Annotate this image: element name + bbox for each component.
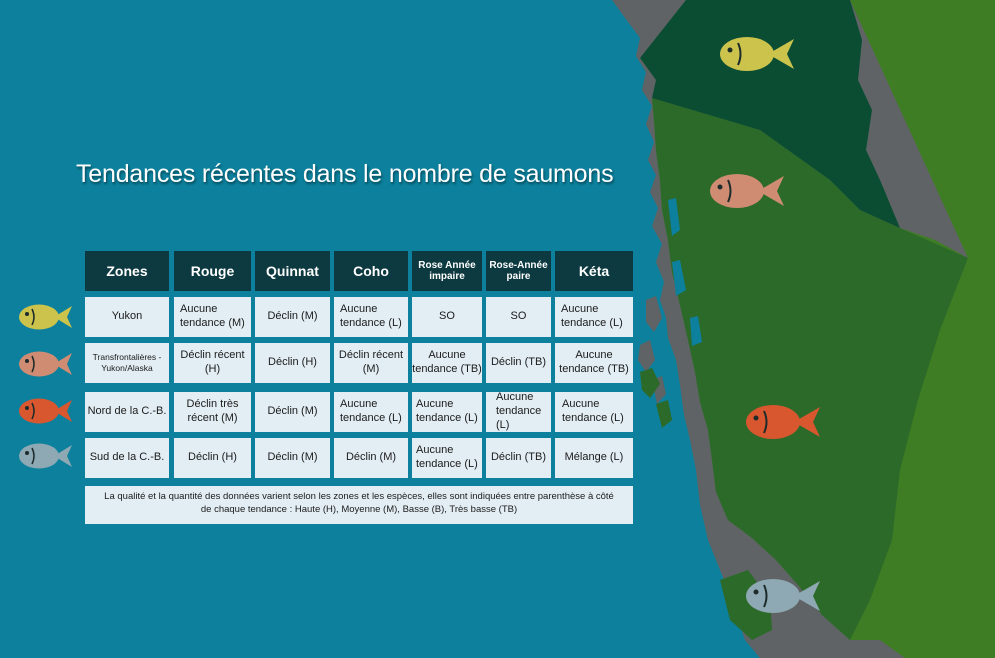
header-keta: Kéta bbox=[555, 251, 633, 291]
cell-quinnat: Déclin (M) bbox=[255, 438, 330, 478]
cell-coho: Aucune tendance (L) bbox=[334, 297, 408, 337]
cell-quinnat: Déclin (M) bbox=[255, 392, 330, 432]
cell-keta: Aucune tendance (TB) bbox=[555, 343, 633, 383]
island bbox=[656, 400, 672, 428]
coastal-island bbox=[646, 296, 662, 332]
data-quality-note: La qualité et la quantité des données va… bbox=[85, 486, 633, 524]
header-rose-impaire: Rose Année impaire bbox=[412, 251, 482, 291]
cell-rouge: Déclin très récent (M) bbox=[174, 392, 251, 432]
cell-rose-impaire: SO bbox=[412, 297, 482, 337]
cell-rose-impaire: Aucune tendance (L) bbox=[412, 438, 482, 478]
cell-rouge: Aucune tendance (M) bbox=[174, 297, 251, 337]
cell-quinnat: Déclin (H) bbox=[255, 343, 330, 383]
yukon-land bbox=[640, 0, 900, 228]
zone-sud-cb: Sud de la C.-B. bbox=[85, 438, 169, 478]
cell-rose-impaire: Aucune tendance (L) bbox=[412, 392, 482, 432]
yellow-fish-icon bbox=[19, 304, 72, 330]
pink-fish-icon bbox=[710, 174, 784, 208]
cell-coho: Déclin (M) bbox=[334, 438, 408, 478]
pink-fish-icon bbox=[19, 351, 72, 377]
coastal-island bbox=[638, 340, 655, 372]
header-coho: Coho bbox=[334, 251, 408, 291]
zone-yukon: Yukon bbox=[85, 297, 169, 337]
cell-coho: Aucune tendance (L) bbox=[334, 392, 408, 432]
cell-rose-paire: Déclin (TB) bbox=[486, 438, 551, 478]
header-rouge: Rouge bbox=[174, 251, 251, 291]
grey-fish-icon bbox=[746, 579, 820, 613]
cell-keta: Aucune tendance (L) bbox=[555, 392, 633, 432]
orange-fish-icon bbox=[746, 405, 820, 439]
zone-nord-cb: Nord de la C.-B. bbox=[85, 392, 169, 432]
cell-rose-impaire: Aucune tendance (TB) bbox=[412, 343, 482, 383]
inlet bbox=[690, 316, 702, 346]
inlet bbox=[668, 198, 680, 236]
cell-rose-paire: Déclin (TB) bbox=[486, 343, 551, 383]
orange-fish-icon bbox=[19, 398, 72, 424]
nbc-land bbox=[652, 98, 968, 640]
cell-rouge: Déclin récent (H) bbox=[174, 343, 251, 383]
cell-rose-paire: SO bbox=[486, 297, 551, 337]
cell-rose-paire: Aucune tendance (L) bbox=[486, 391, 551, 432]
island bbox=[640, 368, 660, 398]
grey-fish-icon bbox=[19, 443, 72, 469]
cell-rouge: Déclin (H) bbox=[174, 438, 251, 478]
yellow-fish-icon bbox=[720, 37, 794, 71]
cell-coho: Déclin récent (M) bbox=[334, 343, 408, 383]
header-rose-paire: Rose-Année paire bbox=[486, 251, 551, 291]
inlet bbox=[672, 260, 686, 296]
cell-keta: Mélange (L) bbox=[555, 438, 633, 478]
cell-quinnat: Déclin (M) bbox=[255, 297, 330, 337]
header-zones: Zones bbox=[85, 251, 169, 291]
page-title: Tendances récentes dans le nombre de sau… bbox=[76, 160, 614, 188]
zone-transfrontalieres: Transfrontalières - Yukon/Alaska bbox=[85, 343, 169, 383]
header-quinnat: Quinnat bbox=[255, 251, 330, 291]
cell-keta: Aucune tendance (L) bbox=[555, 297, 633, 337]
